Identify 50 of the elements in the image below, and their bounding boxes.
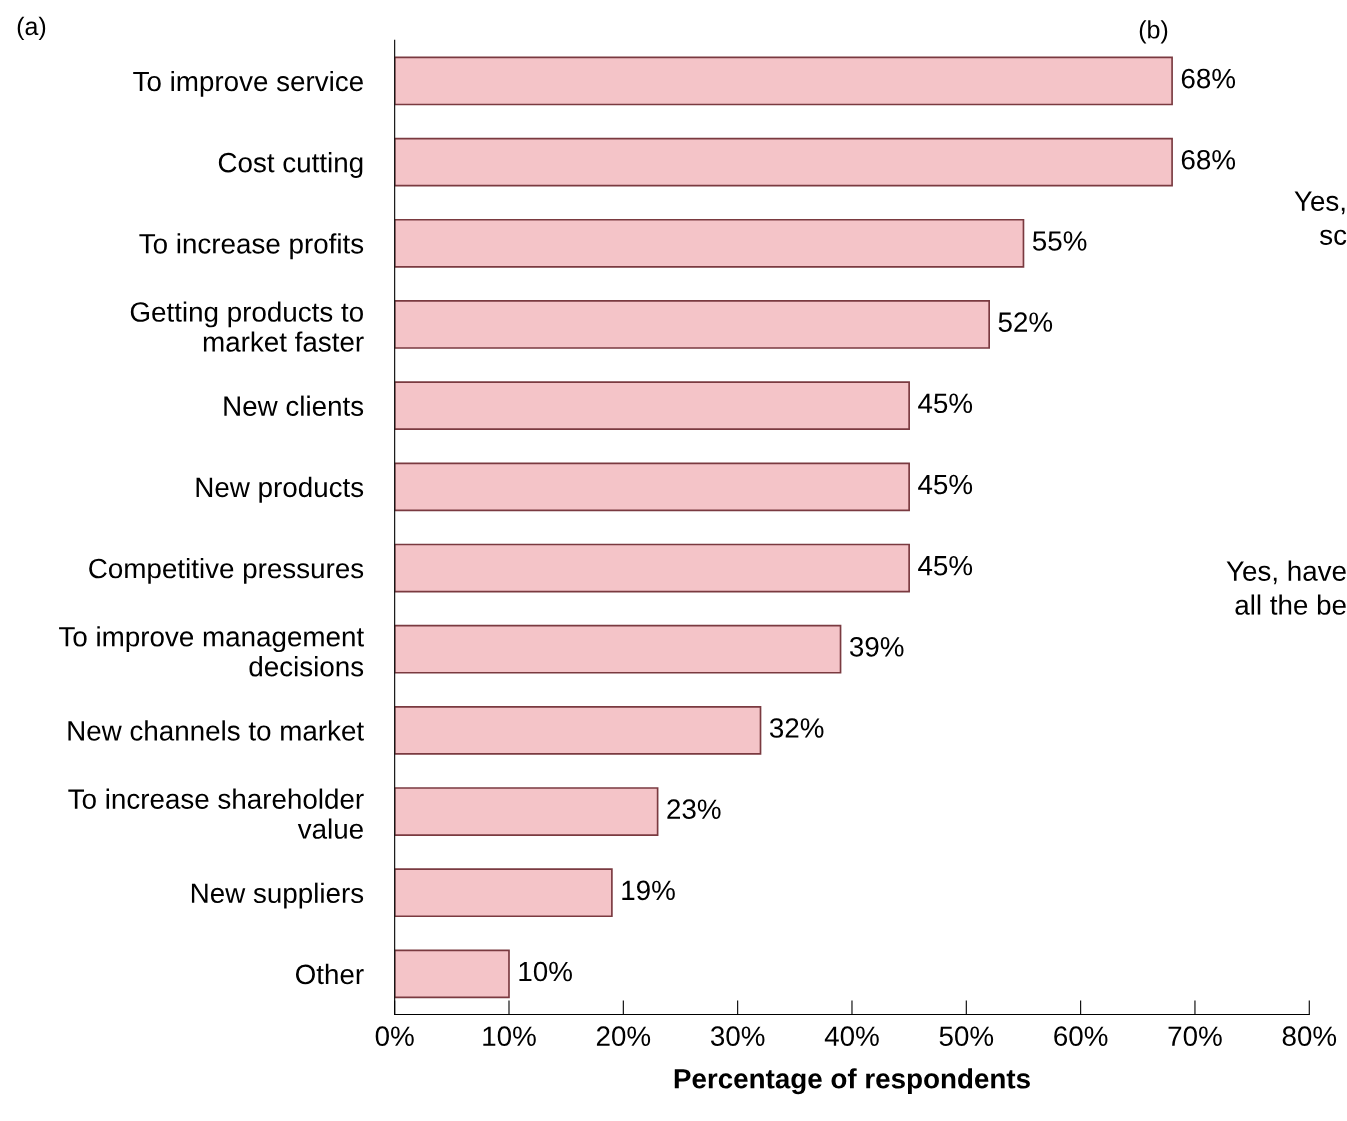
x-tick-label: 0% <box>375 1026 414 1047</box>
bar <box>394 462 910 512</box>
annotation: Yes, have all the be <box>1226 560 1346 615</box>
data-label: 52% <box>998 312 1053 332</box>
y-tick-label: To increase profits <box>139 233 364 260</box>
x-tick-label: 20% <box>596 1026 651 1047</box>
data-label: 45% <box>918 474 973 495</box>
data-label: 68% <box>1181 68 1236 89</box>
data-label: 10% <box>519 961 572 982</box>
bar <box>394 543 910 593</box>
y-tick-label: Getting products to market faster <box>130 301 364 352</box>
x-axis-title: Percentage of respondents <box>674 1068 1030 1095</box>
data-label: 23% <box>667 799 721 820</box>
x-tick-label: 10% <box>483 1026 536 1047</box>
x-tick-label: 30% <box>710 1026 765 1047</box>
data-label: 45% <box>918 393 973 414</box>
x-tick-label: 60% <box>1054 1026 1108 1047</box>
data-label: 45% <box>918 555 973 576</box>
bar <box>394 56 1173 106</box>
data-label: 55% <box>1032 231 1087 251</box>
bar <box>394 868 613 918</box>
x-tick-label: 50% <box>939 1026 994 1047</box>
y-tick-label: New products <box>196 476 364 503</box>
bar <box>394 300 991 349</box>
y-tick-label: To improve service <box>133 70 363 97</box>
y-tick-label: Cost cutting <box>218 152 363 178</box>
data-label: 19% <box>622 880 675 901</box>
x-tick-label: 80% <box>1282 1026 1337 1047</box>
x-tick-label: 40% <box>824 1026 879 1047</box>
data-label: 39% <box>849 636 904 657</box>
y-tick-label: New channels to market <box>68 720 364 741</box>
annotation: (b) <box>1139 20 1168 44</box>
y-tick-label: To improve management decisions <box>59 626 364 677</box>
bar <box>394 949 510 999</box>
x-tick-label: 70% <box>1168 1026 1222 1047</box>
y-tick-label: New clients <box>224 395 364 416</box>
y-tick-label: Other <box>295 963 364 985</box>
bar <box>394 624 842 674</box>
y-tick-label: Competitive pressures <box>89 557 364 584</box>
annotation: Yes, sc <box>1294 191 1347 245</box>
bar <box>394 787 659 836</box>
y-tick-label: To increase shareholder value <box>68 788 364 839</box>
text: (a) <box>17 16 46 41</box>
bar <box>394 706 762 755</box>
bar <box>394 218 1025 268</box>
bar <box>394 137 1173 187</box>
data-label: 32% <box>769 718 824 738</box>
y-tick-label: New suppliers <box>191 882 364 909</box>
data-label: 68% <box>1181 149 1236 170</box>
bar <box>394 381 910 431</box>
